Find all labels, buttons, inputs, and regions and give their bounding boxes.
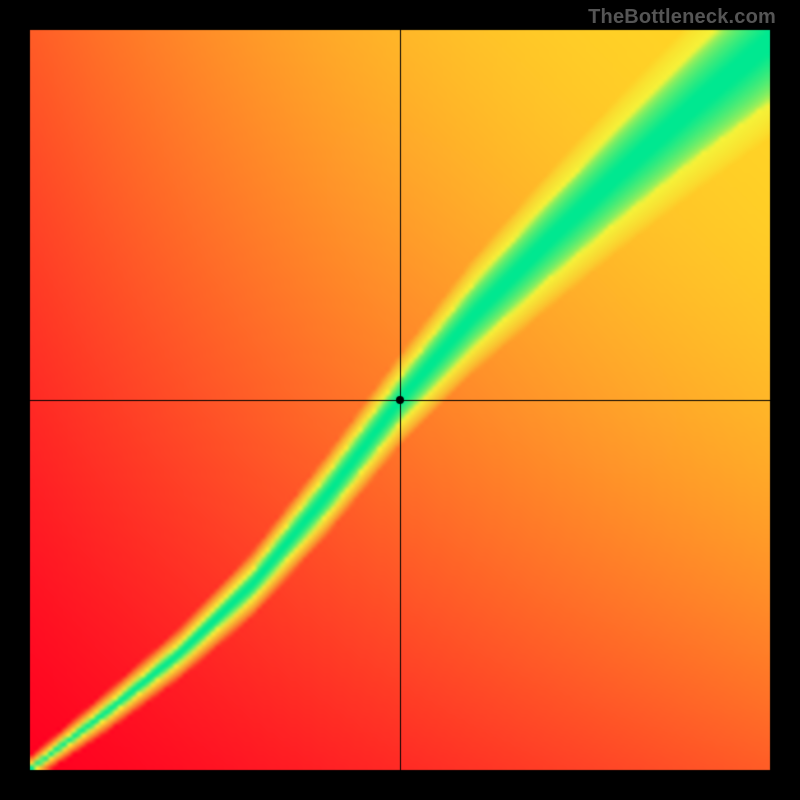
- heatmap-canvas: [0, 0, 800, 800]
- watermark-text: TheBottleneck.com: [588, 6, 776, 29]
